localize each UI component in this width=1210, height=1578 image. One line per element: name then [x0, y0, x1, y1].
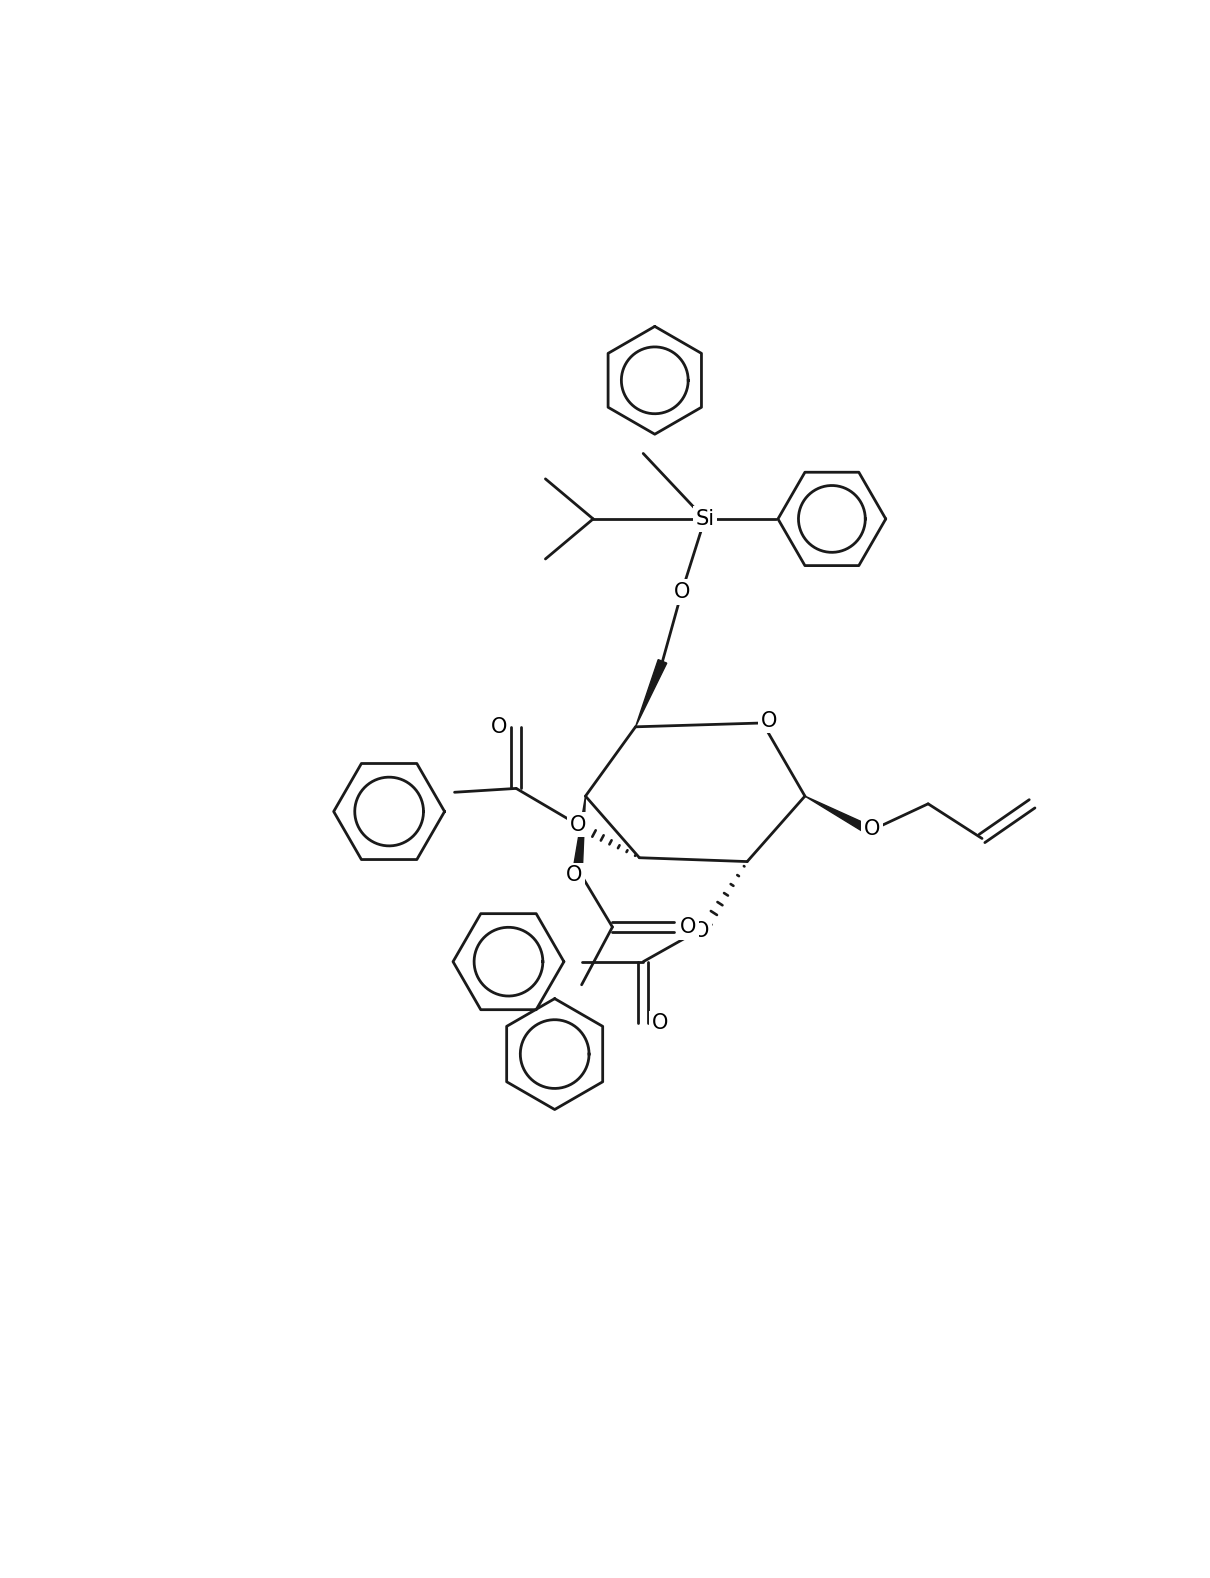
Polygon shape [635, 660, 667, 727]
Text: O: O [864, 819, 880, 839]
Text: O: O [652, 1013, 668, 1034]
Text: O: O [674, 582, 690, 603]
Text: O: O [491, 716, 507, 737]
Text: Si: Si [696, 510, 714, 529]
Text: O: O [761, 710, 777, 731]
Text: O: O [693, 922, 709, 940]
Polygon shape [574, 797, 586, 869]
Text: O: O [566, 865, 582, 885]
Polygon shape [805, 797, 872, 835]
Text: O: O [570, 814, 586, 835]
Text: O: O [680, 917, 696, 937]
